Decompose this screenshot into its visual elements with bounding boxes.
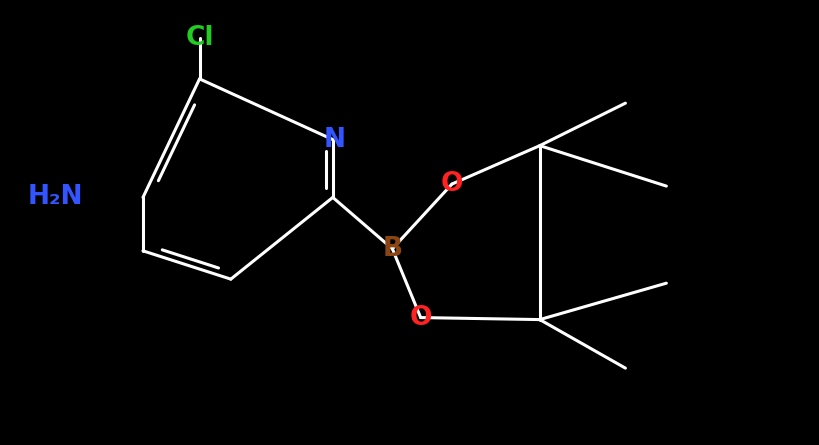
Text: H₂N: H₂N [28,184,84,210]
Text: N: N [324,126,346,153]
Text: O: O [410,304,432,331]
Text: B: B [382,236,402,262]
Text: O: O [441,171,464,197]
Text: Cl: Cl [185,24,214,51]
